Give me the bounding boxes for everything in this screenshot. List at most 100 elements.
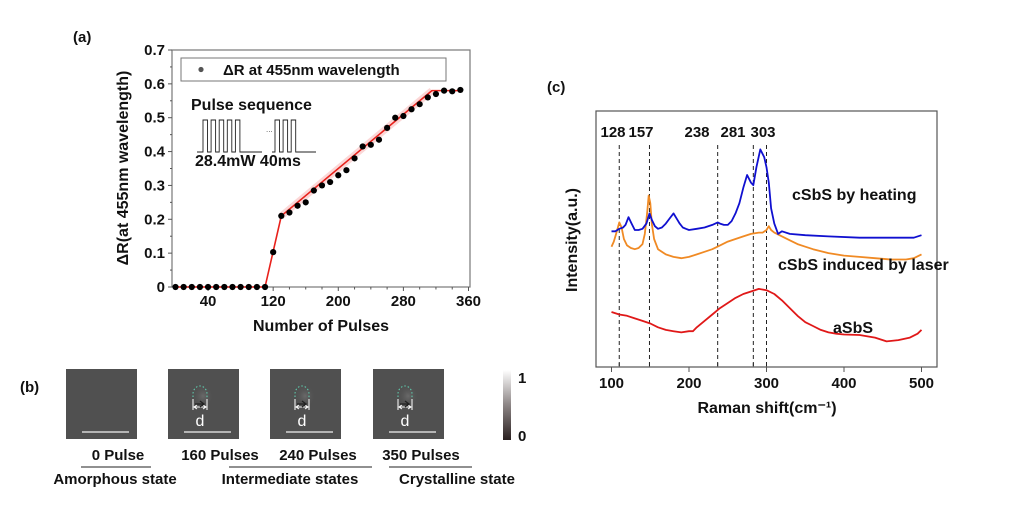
series-label-heating: cSbS by heating (792, 187, 916, 204)
chart-a-y-ticks: 0 0.1 0.2 0.3 0.4 0.5 0.6 0.7 (144, 42, 172, 296)
y-tick-label: 0.1 (144, 245, 165, 262)
colorbar-max: 1 (518, 370, 526, 387)
spot-outline (397, 385, 413, 404)
pulse-waveform (197, 119, 316, 153)
peak-label: 128 (600, 124, 625, 141)
arrow-icon (195, 400, 206, 408)
peak-label: 303 (750, 124, 775, 141)
legend-marker (198, 66, 204, 73)
data-point (213, 283, 220, 291)
y-tick-label: 0.6 (144, 76, 165, 93)
frame-label: 160 Pulses (181, 447, 259, 464)
sem-frame: d (270, 369, 341, 439)
laser-spot (396, 383, 420, 409)
data-point (196, 283, 204, 291)
data-point (261, 283, 269, 291)
group-label-intermediate: Intermediate states (222, 471, 359, 488)
peak-label: 238 (684, 124, 709, 141)
chart-a-legend: ΔR at 455nm wavelength (180, 57, 447, 82)
inset-caption: 28.4mW 40ms (195, 153, 301, 170)
data-point (188, 283, 195, 291)
panel-label-c: (c) (547, 79, 565, 96)
sem-frame (66, 369, 137, 439)
width-marker-label: d (298, 413, 307, 430)
peak-label: 281 (720, 124, 745, 141)
image-sequence-b: d d d 0 Pulse 160 Pulses 240 Pulses 350 Pu… (53, 369, 526, 488)
data-point (440, 87, 448, 94)
arrow-icon (297, 400, 308, 408)
frame-label: 0 Pulse (92, 447, 145, 464)
data-point (457, 86, 464, 94)
series-label-laser: cSbS induced by laser (778, 257, 949, 274)
x-tick-label: 100 (599, 375, 624, 392)
group-label-amorphous: Amorphous state (53, 471, 176, 488)
data-point (294, 202, 301, 209)
data-point (270, 249, 277, 256)
frame-label: 350 Pulses (382, 447, 460, 464)
width-marker-label: d (401, 413, 410, 430)
x-tick-label: 360 (456, 293, 481, 310)
group-label-crystalline: Crystalline state (399, 471, 515, 488)
x-tick-label: 300 (754, 375, 779, 392)
peak-label: 157 (628, 124, 653, 141)
data-point (180, 283, 187, 291)
panel-label-b: (b) (20, 379, 39, 396)
arrows (195, 400, 411, 408)
x-tick-label: 500 (909, 375, 934, 392)
legend-label: ΔR at 455nm wavelength (223, 62, 400, 79)
data-point (237, 283, 244, 291)
chart-c-y-label: Intensity(a.u.) (564, 188, 581, 292)
frame-label: 240 Pulses (279, 447, 357, 464)
laser-spot (293, 383, 317, 409)
spectrum-asbs (611, 287, 923, 343)
data-point (245, 283, 252, 291)
inset-title: Pulse sequence (191, 97, 312, 114)
pulse-sequence-inset: Pulse sequence ... 28.4mW 40ms (191, 97, 316, 170)
laser-spot (191, 383, 215, 409)
spot-outline (192, 385, 208, 404)
data-point (416, 101, 423, 108)
data-point (327, 178, 334, 186)
spectrum-csbs-induced-by-laser (610, 194, 922, 261)
data-point (253, 283, 260, 291)
chart-a-y-label: ΔR(at 455nm wavelength) (115, 71, 132, 266)
legend-box (180, 57, 447, 82)
spectra (610, 148, 923, 343)
y-tick-label: 0.2 (144, 211, 165, 228)
pulse-ellipsis: ... (266, 125, 273, 134)
chart-c: 100 200 300 400 500 128 157 238 281 303 Raman sh… (564, 110, 949, 417)
x-tick-label: 120 (261, 293, 286, 310)
data-point (318, 182, 326, 189)
arrow-icon (400, 400, 411, 408)
chart-c-x-label: Raman shift(cm⁻¹) (697, 400, 836, 417)
spot-outline (294, 385, 310, 404)
y-tick-label: 0 (157, 279, 165, 296)
data-point (449, 88, 456, 95)
data-point (310, 187, 317, 194)
panel-label-a: (a) (73, 29, 91, 46)
colorbar (503, 370, 511, 440)
data-point (392, 114, 399, 121)
data-points (172, 86, 464, 291)
chart-c-x-ticks: 100 200 300 400 500 (599, 363, 934, 392)
data-point (408, 106, 415, 113)
y-tick-label: 0.3 (144, 177, 165, 194)
data-point (359, 143, 366, 150)
width-marker-label: d (196, 413, 205, 430)
spectrum-csbs-by-heating (611, 148, 922, 239)
chart-a: 0 0.1 0.2 0.3 0.4 0.5 0.6 0.7 40 120 200 280 360 Nu… (115, 42, 481, 335)
y-tick-label: 0.4 (144, 144, 166, 161)
x-tick-label: 400 (831, 375, 856, 392)
frame-image (66, 369, 137, 439)
x-tick-label: 200 (326, 293, 351, 310)
data-point (221, 283, 228, 291)
data-point (400, 112, 407, 120)
data-point (172, 283, 179, 291)
data-point (286, 209, 293, 216)
y-tick-label: 0.5 (144, 110, 165, 127)
data-point (424, 94, 431, 101)
data-point (229, 283, 236, 291)
x-tick-label: 40 (200, 293, 217, 310)
data-point (351, 155, 358, 162)
